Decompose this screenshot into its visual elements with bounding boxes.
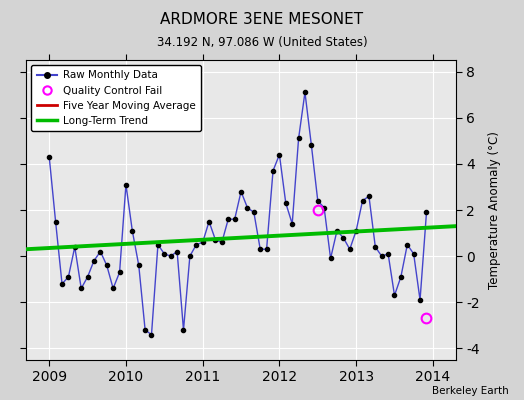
Text: 34.192 N, 97.086 W (United States): 34.192 N, 97.086 W (United States) [157, 36, 367, 49]
Text: ARDMORE 3ENE MESONET: ARDMORE 3ENE MESONET [160, 12, 364, 27]
Text: Berkeley Earth: Berkeley Earth [432, 386, 508, 396]
Y-axis label: Temperature Anomaly (°C): Temperature Anomaly (°C) [488, 131, 501, 289]
Legend: Raw Monthly Data, Quality Control Fail, Five Year Moving Average, Long-Term Tren: Raw Monthly Data, Quality Control Fail, … [31, 65, 201, 131]
